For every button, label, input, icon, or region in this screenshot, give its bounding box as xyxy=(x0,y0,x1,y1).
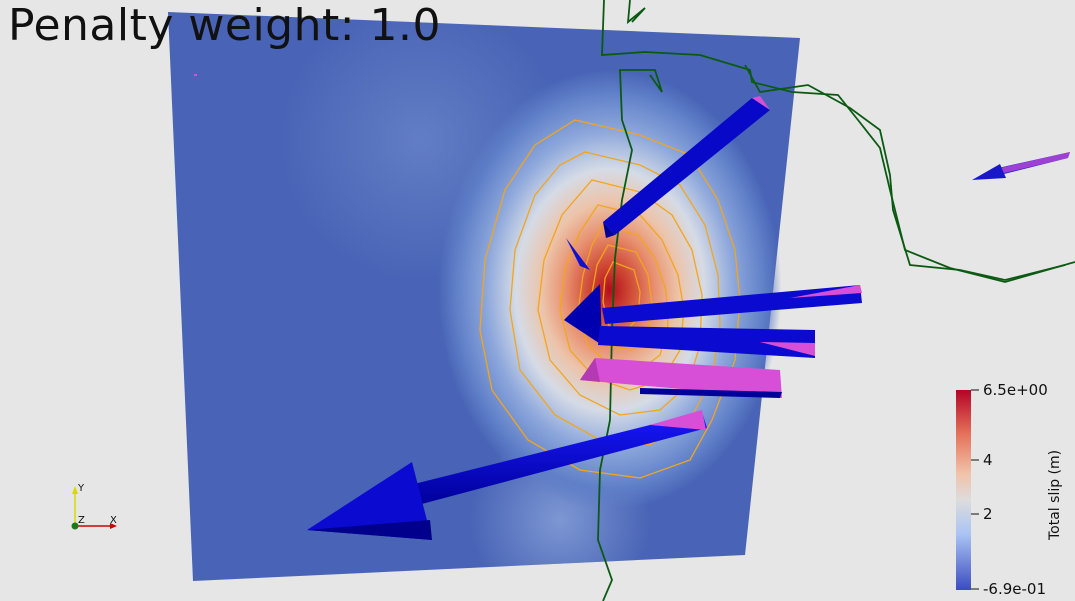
slip-patch xyxy=(435,65,785,515)
penalty-weight-title: Penalty weight: 1.0 xyxy=(8,0,442,51)
slip-arrow-small xyxy=(566,238,590,270)
slip-arrow-mid-2 xyxy=(598,326,815,358)
marker-speck xyxy=(194,74,197,76)
slip-arrow-mid-1 xyxy=(564,284,862,345)
fault-surface xyxy=(168,12,800,581)
colorbar-tick-4-label: 4 xyxy=(983,451,993,469)
axis-z-label: Z xyxy=(78,515,85,526)
slip-arrow-upper xyxy=(603,96,770,238)
slip-arrow-lower xyxy=(307,410,707,540)
slip-arrow-mid-3 xyxy=(580,358,782,398)
colorbar-max-label: 6.5e+00 xyxy=(983,381,1048,399)
axis-x-label: X xyxy=(110,515,117,526)
colorbar-title: Total slip (m) xyxy=(1047,449,1063,540)
axis-y-label: Y xyxy=(78,483,85,494)
slip-arrows xyxy=(307,96,1070,540)
colorbar xyxy=(956,389,979,590)
colorbar-tick-2-label: 2 xyxy=(983,505,993,523)
axes-triad-icon xyxy=(71,486,117,530)
slip-arrow-far-right xyxy=(972,152,1070,180)
colorbar-min-label: -6.9e-01 xyxy=(983,580,1046,598)
